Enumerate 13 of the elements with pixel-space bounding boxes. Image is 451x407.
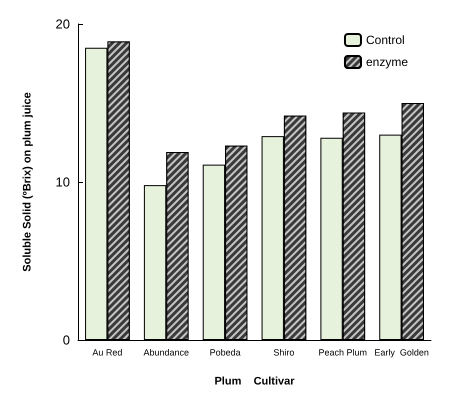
x-tick-label: Early Golden <box>374 348 429 358</box>
x-tick-label: Shiro <box>273 348 294 358</box>
x-axis-title: Plum Cultivar <box>214 376 296 388</box>
x-tick-label: Pobeda <box>210 348 241 358</box>
legend-label: enzyme <box>366 55 408 69</box>
y-tick-label: 20 <box>56 16 70 32</box>
y-tick-label: 0 <box>62 332 70 348</box>
y-axis-title: Soluble Solid (ºBrix) on plum juice <box>22 92 34 272</box>
y-tick-label: 10 <box>56 174 70 190</box>
x-tick-label: Abundance <box>143 348 190 358</box>
x-tick-label: Peach Plum <box>318 348 368 358</box>
legend-label: Control <box>366 33 405 47</box>
x-tick-label: Au Red <box>92 348 122 358</box>
